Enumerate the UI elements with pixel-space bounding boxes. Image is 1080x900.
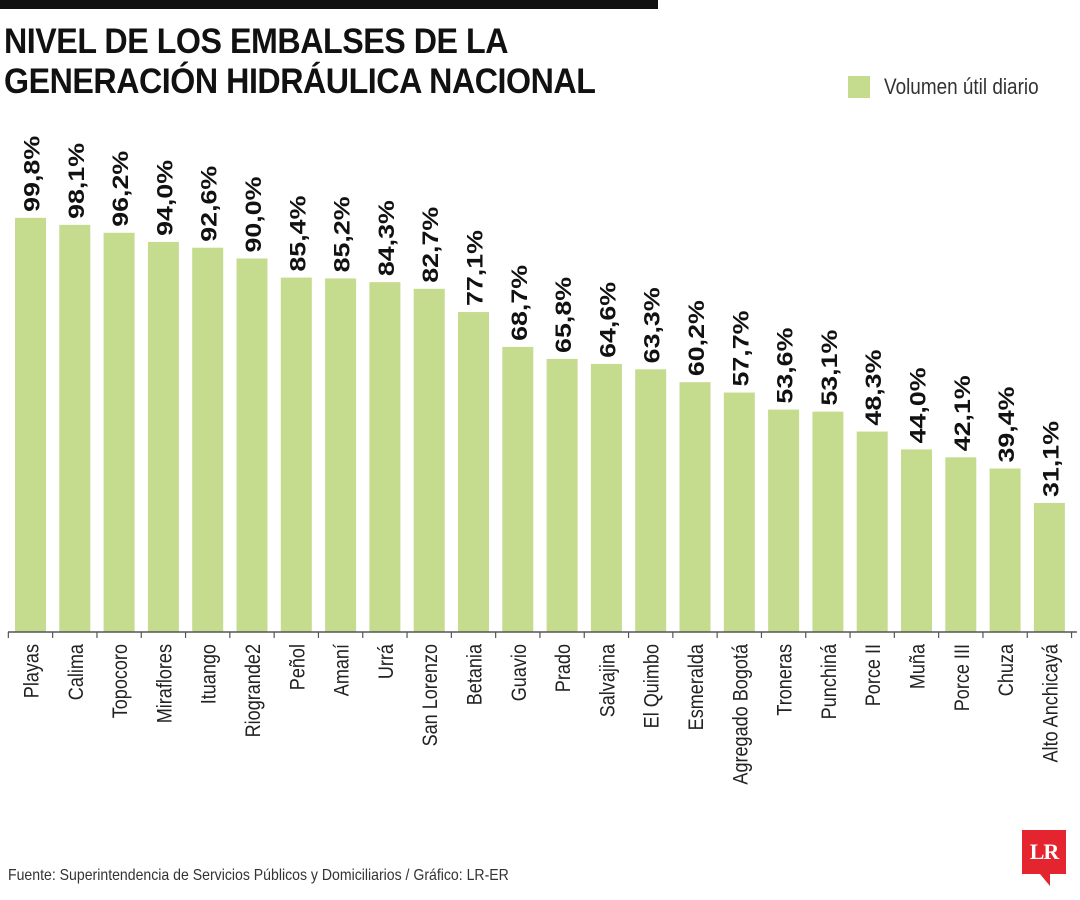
value-label: 96,2%: [108, 151, 133, 227]
category-label: Guavio: [508, 644, 531, 701]
value-label: 84,3%: [374, 200, 399, 276]
category-label: Alto Anchicayá: [1039, 644, 1062, 763]
value-label: 53,1%: [817, 330, 842, 406]
category-label: Esmeralda: [685, 644, 708, 731]
value-label: 31,1%: [1038, 421, 1063, 497]
value-label: 77,1%: [463, 230, 488, 306]
bar: [236, 258, 268, 632]
value-label: 85,2%: [330, 196, 355, 272]
bar: [59, 224, 91, 632]
category-label: Prado: [552, 644, 575, 692]
category-label: San Lorenzo: [419, 644, 442, 746]
bar: [856, 431, 888, 632]
value-label: 60,2%: [684, 300, 709, 376]
value-label: 53,6%: [773, 328, 798, 404]
bar: [546, 358, 578, 632]
bar: [989, 468, 1021, 632]
category-label: Porce II: [862, 644, 885, 706]
category-label: Riogrande2: [242, 644, 265, 737]
category-label: Muña: [907, 644, 930, 689]
bar: [15, 217, 46, 632]
value-label: 65,8%: [551, 277, 576, 353]
bar: [325, 278, 357, 632]
bars-group: [15, 217, 1065, 632]
category-label: Betania: [464, 644, 487, 706]
category-label: Topocoro: [109, 644, 132, 718]
bar: [635, 369, 667, 632]
bar: [103, 232, 135, 632]
category-label: Troneras: [774, 644, 797, 716]
value-labels-group: 99,8% 98,1% 96,2% 94,0% 92,6% 90,0% 85,4% 85,2%…: [20, 136, 1064, 497]
category-label: Calima: [65, 644, 88, 700]
bar: [147, 241, 179, 632]
bar: [413, 288, 445, 632]
category-label: Miraflores: [153, 644, 176, 723]
category-label: Chuza: [995, 644, 1018, 696]
category-label: Playas: [21, 644, 44, 698]
category-label: Porce III: [951, 644, 974, 711]
legend: Volumen útil diario: [848, 74, 1064, 100]
category-label: Ituango: [198, 644, 221, 704]
bar: [590, 363, 622, 632]
category-label: Punchiná: [818, 644, 841, 720]
top-rule: [0, 0, 658, 9]
chart-title: NIVEL DE LOS EMBALSES DE LA GENERACIÓN H…: [4, 22, 596, 101]
legend-label: Volumen útil diario: [884, 74, 1039, 99]
value-label: 85,4%: [285, 196, 310, 272]
lr-logo: LR: [1022, 830, 1066, 874]
bar: [768, 409, 800, 632]
bar-chart: 99,8% 98,1% 96,2% 94,0% 92,6% 90,0% 85,4% 85,2%…: [7, 136, 1077, 785]
value-label: 48,3%: [861, 350, 886, 426]
value-label: 90,0%: [241, 177, 266, 253]
bar: [369, 282, 401, 632]
bar: [192, 247, 224, 632]
value-label: 39,4%: [994, 386, 1019, 462]
bar: [679, 382, 711, 632]
value-label: 64,6%: [595, 282, 620, 358]
bar: [458, 312, 489, 632]
lr-logo-tail: [1040, 874, 1050, 886]
value-label: 94,0%: [152, 160, 177, 236]
category-label: Salvajina: [596, 644, 619, 718]
category-label: Amaní: [331, 644, 354, 696]
value-label: 44,0%: [906, 367, 931, 443]
value-label: 82,7%: [418, 207, 443, 283]
source-note: Fuente: Superintendencia de Servicios Pú…: [8, 867, 509, 884]
value-label: 92,6%: [197, 166, 222, 242]
value-label: 63,3%: [640, 287, 665, 363]
legend-swatch: [848, 76, 871, 98]
bar: [812, 411, 844, 632]
bar: [1033, 502, 1065, 632]
value-label: 99,8%: [20, 136, 45, 212]
value-label: 68,7%: [507, 265, 532, 341]
category-label: Urrá: [375, 644, 398, 679]
category-label: Peñol: [286, 644, 309, 690]
value-label: 57,7%: [728, 311, 753, 387]
category-label: Agregado Bogotá: [729, 644, 752, 785]
bar: [502, 346, 534, 632]
category-label: El Quimbo: [641, 644, 664, 728]
bar: [901, 449, 932, 632]
category-labels-group: Playas Calima Topocoro Miraflores Ituango Rio…: [21, 644, 1063, 785]
bar: [280, 277, 312, 632]
bar: [945, 457, 977, 632]
x-axis: [7, 631, 1077, 638]
bar: [723, 392, 755, 632]
value-label: 42,1%: [950, 375, 975, 451]
value-label: 98,1%: [64, 143, 89, 219]
